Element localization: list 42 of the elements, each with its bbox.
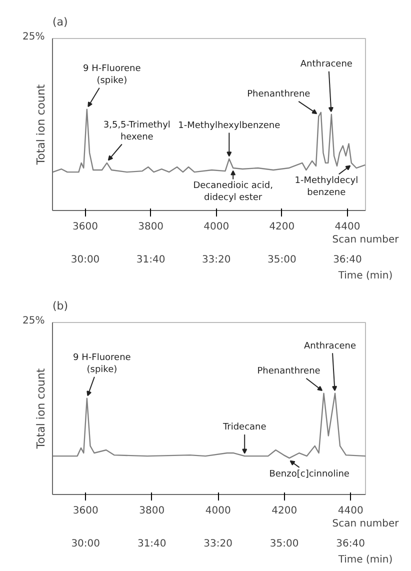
x-tick-label: 3600 (72, 506, 98, 516)
text: 25% (22, 32, 45, 42)
annotation: 9 H-Fluorene (spike) (73, 353, 132, 376)
x2-axis-title: Time (min) (337, 270, 393, 282)
annotation: Phenanthrene (247, 90, 311, 100)
annotation: Anthracene (300, 60, 353, 70)
text: 25% (22, 316, 45, 326)
x-tick-label: 3600 (72, 222, 98, 232)
x2-tick-label: 30:00 (70, 254, 100, 266)
x2-tick-label: 30:00 (71, 538, 100, 550)
x-axis-title: Scan number (332, 518, 400, 530)
chart-title: (b) (52, 300, 68, 312)
x2-tick-label: 35:00 (270, 538, 299, 550)
annotation: Anthracene (304, 341, 357, 352)
y-axis-title: Total ion count (34, 368, 48, 450)
annotation: 9 H-Fluorene (spike) (83, 64, 142, 86)
annotation: Decanedioic acid, didecyl ester (193, 181, 273, 204)
x-tick-label: 4200 (269, 222, 295, 232)
x2-tick-label: 35:00 (268, 254, 296, 266)
x-tick-label: 3800 (139, 506, 165, 516)
chart-title: (a) (52, 16, 68, 28)
x-axis-title: Scan number (332, 234, 400, 246)
annotation: Benzo[c]cinnoline (269, 469, 350, 480)
annotation: 1-Methyldecyl benzene (294, 176, 358, 198)
x-tick-label: 4400 (338, 506, 364, 516)
annotation: Tridecane (222, 422, 267, 433)
x2-tick-label: 31:40 (136, 254, 166, 266)
x-tick-label: 4000 (204, 222, 230, 232)
annotation: 3,5,5-Trimethyl hexene (103, 120, 170, 142)
x2-tick-label: 33:20 (204, 538, 232, 550)
y-axis-title: Total ion count (34, 84, 48, 166)
x2-axis-title: Time (min) (337, 554, 393, 566)
x-tick-label: 4000 (205, 506, 231, 516)
x2-tick-label: 36:40 (336, 538, 366, 550)
x-tick-label: 4400 (334, 222, 360, 232)
annotation: Phenanthrene (257, 366, 321, 376)
x-tick-label: 4200 (272, 506, 298, 516)
annotation: 1-Methylhexylbenzene (178, 120, 281, 131)
x2-tick-label: 33:20 (202, 254, 231, 266)
x2-tick-label: 36:40 (333, 254, 362, 266)
x-tick-label: 3800 (138, 222, 164, 232)
x2-tick-label: 31:40 (137, 538, 166, 550)
